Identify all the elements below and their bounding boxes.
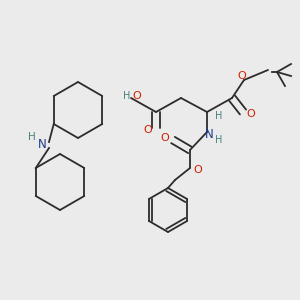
Text: O: O: [247, 109, 255, 119]
Text: N: N: [205, 128, 213, 140]
Text: O: O: [238, 71, 246, 81]
Text: H: H: [215, 135, 223, 145]
Text: O: O: [133, 91, 141, 101]
Text: H: H: [28, 132, 36, 142]
Text: H: H: [123, 91, 131, 101]
Text: O: O: [144, 125, 152, 135]
Text: H: H: [215, 111, 223, 121]
Text: N: N: [38, 137, 46, 151]
Text: O: O: [194, 165, 202, 175]
Text: O: O: [160, 133, 169, 143]
